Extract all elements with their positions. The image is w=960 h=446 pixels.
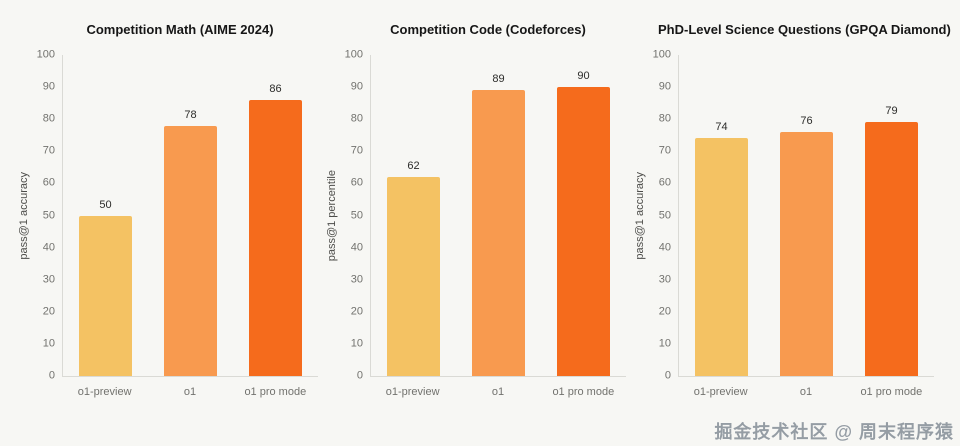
bar-o1-preview: 62 xyxy=(387,160,440,376)
bar-value-label: 76 xyxy=(800,115,813,128)
y-tick-label: 50 xyxy=(350,209,363,221)
y-tick-label: 0 xyxy=(356,369,363,382)
y-tick-label: 80 xyxy=(42,112,55,125)
y-tick-label: 30 xyxy=(42,273,55,286)
x-axis-labels: o1-preview o1 o1 pro mode xyxy=(62,386,318,398)
y-tick-label: 0 xyxy=(664,369,671,382)
y-tick-label: 90 xyxy=(350,80,363,93)
bar-o1-pro-mode: 79 xyxy=(865,105,918,376)
x-tick-label: o1-preview xyxy=(77,386,132,398)
chart-body: pass@1 accuracy 0 10 20 30 40 50 60 70 80 90 100 74… xyxy=(632,49,934,398)
bar-value-label: 79 xyxy=(885,105,898,118)
plot-wrap: 0 10 20 30 40 50 60 70 80 90 100 74 76 79 o1-preview o… xyxy=(648,49,934,398)
x-axis-labels: o1-preview o1 o1 pro mode xyxy=(678,386,934,398)
plot-wrap: 0 10 20 30 40 50 60 70 80 90 100 50 78 86 o1-preview o… xyxy=(32,49,318,398)
plot-area: 0 10 20 30 40 50 60 70 80 90 100 62 89 90 xyxy=(345,49,626,381)
y-tick-label: 90 xyxy=(658,80,671,93)
y-tick-label: 100 xyxy=(344,48,363,61)
plot-wrap: 0 10 20 30 40 50 60 70 80 90 100 62 89 90 o1-preview o… xyxy=(340,49,626,398)
y-tick-label: 50 xyxy=(658,209,671,221)
y-tick-label: 30 xyxy=(350,273,363,286)
bar-o1-preview: 50 xyxy=(79,199,132,376)
y-tick-label: 40 xyxy=(658,241,671,254)
y-tick-label: 70 xyxy=(658,144,671,157)
y-axis-label-column: pass@1 percentile xyxy=(324,55,340,377)
y-tick-label: 20 xyxy=(42,305,55,318)
y-tick-label: 50 xyxy=(42,209,55,221)
x-tick-label: o1 xyxy=(183,386,197,398)
plot-area: 0 10 20 30 40 50 60 70 80 90 100 50 78 86 xyxy=(37,49,318,381)
watermark: 掘金技术社区 @ 周末程序猿 xyxy=(714,422,954,442)
bar-value-label: 90 xyxy=(577,70,590,83)
y-tick-label: 0 xyxy=(48,369,55,382)
y-axis-label: pass@1 accuracy xyxy=(18,172,30,260)
y-tick-label: 40 xyxy=(42,241,55,254)
chart-phd-science: PhD-Level Science Questions (GPQA Diamon… xyxy=(632,12,951,398)
bar-o1-preview: 74 xyxy=(695,121,748,376)
bar-value-label: 86 xyxy=(269,82,282,95)
chart-title: PhD-Level Science Questions (GPQA Diamon… xyxy=(658,22,951,37)
x-axis-labels: o1-preview o1 o1 pro mode xyxy=(370,386,626,398)
y-tick-label: 60 xyxy=(350,176,363,189)
bar-value-label: 62 xyxy=(407,159,420,172)
x-tick-label: o1 xyxy=(799,386,813,398)
y-tick-label: 40 xyxy=(350,241,363,254)
y-tick-label: 10 xyxy=(42,337,55,350)
chart-body: pass@1 percentile 0 10 20 30 40 50 60 70 80 90 100… xyxy=(324,49,626,398)
y-tick-label: 60 xyxy=(658,176,671,189)
y-axis-label: pass@1 percentile xyxy=(326,170,338,262)
bar-value-label: 50 xyxy=(99,198,112,211)
y-axis-label: pass@1 accuracy xyxy=(634,172,646,260)
bar-o1: 76 xyxy=(780,115,833,376)
x-tick-label: o1 pro mode xyxy=(552,386,615,398)
bar-o1-pro-mode: 90 xyxy=(557,70,610,376)
y-tick-label: 20 xyxy=(350,305,363,318)
y-tick-label: 30 xyxy=(658,273,671,286)
y-tick-label: 60 xyxy=(42,176,55,189)
y-tick-label: 70 xyxy=(42,144,55,157)
x-tick-label: o1 pro mode xyxy=(860,386,923,398)
y-tick-label: 100 xyxy=(652,48,671,61)
chart-body: pass@1 accuracy 0 10 20 30 40 50 60 70 80 90 100 50… xyxy=(16,49,318,398)
plot-area: 0 10 20 30 40 50 60 70 80 90 100 74 76 79 xyxy=(653,49,934,381)
x-tick-label: o1-preview xyxy=(693,386,748,398)
chart-competition-code: Competition Code (Codeforces) pass@1 per… xyxy=(324,12,626,398)
y-tick-label: 20 xyxy=(658,305,671,318)
chart-title: Competition Code (Codeforces) xyxy=(390,22,586,37)
x-tick-label: o1 pro mode xyxy=(244,386,307,398)
y-tick-label: 100 xyxy=(36,48,55,61)
x-tick-label: o1 xyxy=(491,386,505,398)
chart-competition-math: Competition Math (AIME 2024) pass@1 accu… xyxy=(16,12,318,398)
bar-value-label: 78 xyxy=(184,108,197,121)
x-tick-label: o1-preview xyxy=(385,386,440,398)
bar-o1: 78 xyxy=(164,109,217,376)
y-axis-label-column: pass@1 accuracy xyxy=(16,55,32,377)
bar-o1-pro-mode: 86 xyxy=(249,83,302,376)
y-axis-label-column: pass@1 accuracy xyxy=(632,55,648,377)
bar-o1: 89 xyxy=(472,73,525,376)
bar-value-label: 74 xyxy=(715,121,728,134)
y-tick-label: 10 xyxy=(658,337,671,350)
y-tick-label: 10 xyxy=(350,337,363,350)
chart-title: Competition Math (AIME 2024) xyxy=(86,22,274,37)
bar-value-label: 89 xyxy=(492,73,505,86)
charts-row: Competition Math (AIME 2024) pass@1 accu… xyxy=(16,12,951,398)
y-tick-label: 80 xyxy=(350,112,363,125)
y-tick-label: 80 xyxy=(658,112,671,125)
y-tick-label: 90 xyxy=(42,80,55,93)
y-tick-label: 70 xyxy=(350,144,363,157)
